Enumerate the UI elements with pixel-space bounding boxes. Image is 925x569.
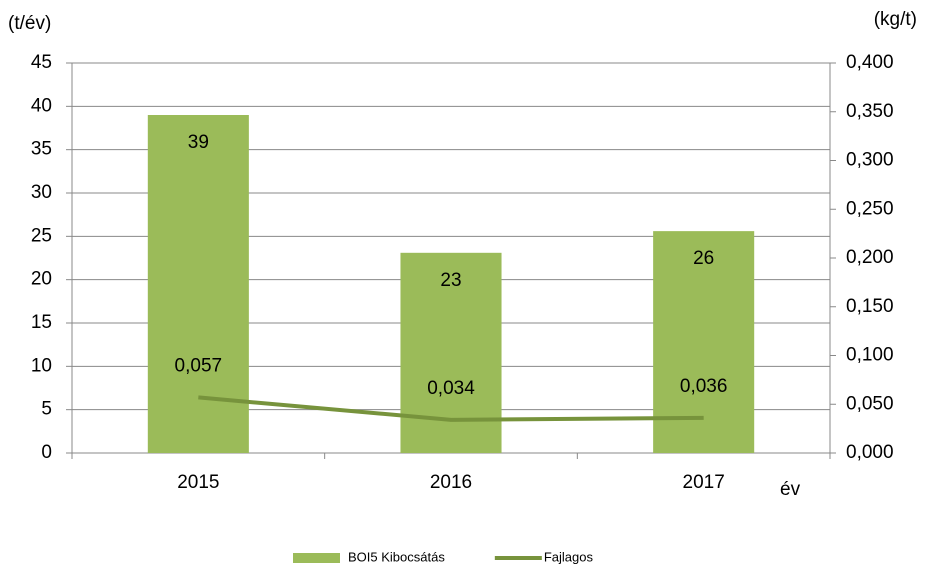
y-tick-label: 30 bbox=[31, 182, 52, 203]
y-axis-label: (t/év) bbox=[8, 13, 51, 34]
x-tick-label: 2016 bbox=[430, 472, 472, 493]
y-tick-label: 40 bbox=[31, 95, 52, 116]
y-tick-label: 35 bbox=[31, 139, 52, 160]
x-tick-label: 2017 bbox=[683, 472, 725, 493]
y-tick-label: 15 bbox=[31, 312, 52, 333]
x-axis-label: év bbox=[780, 479, 801, 500]
legend-label: BOI5 Kibocsátás bbox=[348, 549, 445, 564]
y2-axis-label: (kg/t) bbox=[874, 9, 917, 30]
y-tick-label: 45 bbox=[31, 52, 52, 73]
y2-tick-label: 0,300 bbox=[846, 150, 894, 171]
y2-tick-label: 0,200 bbox=[846, 247, 894, 268]
bar bbox=[653, 231, 755, 453]
y-tick-label: 0 bbox=[41, 442, 52, 463]
bar bbox=[147, 115, 249, 453]
y2-tick-label: 0,000 bbox=[846, 442, 894, 463]
y-tick-label: 25 bbox=[31, 225, 52, 246]
y-tick-label: 20 bbox=[31, 269, 52, 290]
y2-tick-label: 0,100 bbox=[846, 345, 894, 366]
y-tick-label: 5 bbox=[41, 399, 52, 420]
data-label: 0,057 bbox=[175, 355, 223, 376]
data-label: 0,034 bbox=[427, 378, 475, 399]
legend-swatch bbox=[293, 553, 340, 563]
x-tick-label: 2015 bbox=[177, 472, 219, 493]
y2-tick-label: 0,250 bbox=[846, 198, 894, 219]
y2-tick-label: 0,150 bbox=[846, 296, 894, 317]
data-label: 39 bbox=[188, 132, 209, 153]
y2-tick-label: 0,400 bbox=[846, 52, 894, 73]
legend-label: Fajlagos bbox=[544, 549, 594, 564]
y2-tick-label: 0,350 bbox=[846, 101, 894, 122]
y2-tick-label: 0,050 bbox=[846, 393, 894, 414]
data-label: 0,036 bbox=[680, 376, 728, 397]
data-label: 26 bbox=[693, 248, 714, 269]
y-tick-label: 10 bbox=[31, 355, 52, 376]
line bbox=[198, 395, 704, 422]
data-label: 23 bbox=[440, 270, 461, 291]
